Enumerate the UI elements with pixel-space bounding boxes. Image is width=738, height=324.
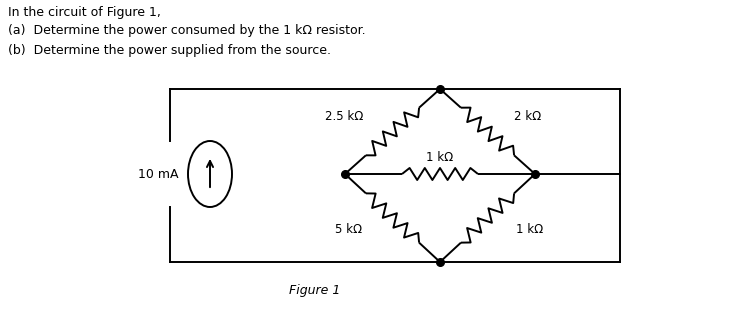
Text: 10 mA: 10 mA [137,168,178,180]
Text: In the circuit of Figure 1,: In the circuit of Figure 1, [8,6,161,19]
Text: 1 kΩ: 1 kΩ [427,151,454,164]
Text: 1 kΩ: 1 kΩ [516,223,543,236]
Text: 2.5 kΩ: 2.5 kΩ [325,110,364,123]
Text: 2 kΩ: 2 kΩ [514,110,541,123]
Text: (b)  Determine the power supplied from the source.: (b) Determine the power supplied from th… [8,44,331,57]
Text: 5 kΩ: 5 kΩ [335,223,362,236]
Text: Figure 1: Figure 1 [289,284,341,297]
Text: (a)  Determine the power consumed by the 1 kΩ resistor.: (a) Determine the power consumed by the … [8,24,365,37]
